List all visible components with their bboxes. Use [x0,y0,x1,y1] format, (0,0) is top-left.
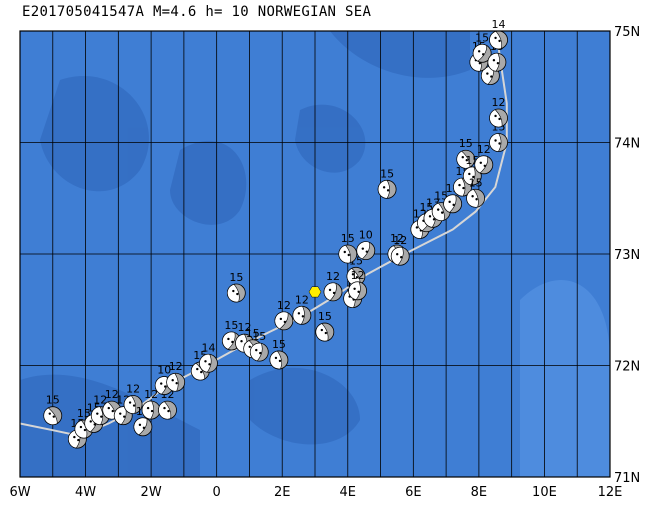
focal-mechanisms: 1515151512121212151212101215141515121515… [43,18,508,449]
mechanism-depth-label: 12 [477,143,491,156]
mechanism-depth-label: 15 [272,338,286,351]
magnitude: M=4.6 [152,4,197,20]
focal-mechanism [292,305,312,325]
focal-mechanism [487,52,507,72]
mechanism-depth-label: 15 [380,167,394,180]
focal-mechanism [474,155,494,175]
lat-tick-label: 75N [614,25,640,40]
mechanism-depth-label: 12 [126,383,140,396]
focal-mechanism [249,342,269,362]
lon-tick-label: 2W [141,485,162,500]
focal-mechanism [348,281,368,301]
lon-tick-label: 0 [213,485,221,500]
lat-tick-label: 71N [614,471,640,486]
mechanism-depth-label: 12 [295,293,309,306]
mechanism-depth-label: 12 [277,299,291,312]
mechanism-depth-label: 14 [201,341,215,354]
mechanism-depth-label: 10 [359,229,373,242]
lon-tick-label: 12E [598,485,623,500]
focal-mechanism [472,43,492,63]
mechanism-depth-label: 12 [144,388,158,401]
focal-mechanism [315,322,335,342]
region-name: NORWEGIAN SEA [257,4,372,20]
lat-tick-label: 72N [614,360,640,375]
focal-mechanism [390,246,410,266]
mechanism-depth-label: 15 [252,330,266,343]
focal-mechanism [226,283,246,303]
focal-mechanism [166,372,186,392]
focal-mechanism [466,188,486,208]
focal-mechanism [338,244,358,264]
mechanism-depth-label: 15 [459,137,473,150]
mechanism-depth-label: 15 [475,31,489,44]
lat-tick-label: 74N [614,137,640,152]
mechanism-depth-label: 12 [351,269,365,282]
focal-mechanism [133,417,153,437]
mechanism-depth-label: 15 [246,327,260,340]
lon-tick-label: 4W [75,485,96,500]
focal-mechanism [67,429,87,449]
lon-tick-label: 10E [532,485,557,500]
mechanism-depth-label: 12 [105,388,119,401]
longitude-tick-labels: 6W 4W 2W 0 2E 4E 6E 8E 10E 12E [9,485,622,500]
lon-tick-label: 8E [471,485,488,500]
map-title: E201705041547A M=4.6 h= 10 NORWEGIAN SEA [22,4,371,20]
mechanism-depth-label: 15 [341,232,355,245]
bathymetry-shading [20,31,610,477]
mechanism-depth-label: 14 [492,18,506,31]
latitude-tick-labels: 71N 72N 73N 74N 75N [614,25,640,486]
lon-tick-label: 2E [274,485,291,500]
mechanism-depth-label: 15 [46,394,60,407]
lon-tick-label: 6W [9,485,30,500]
focal-mechanism [443,194,463,214]
focal-mechanism [123,395,143,414]
lon-tick-label: 4E [340,485,357,500]
event-marker-hexagon [308,286,322,298]
mechanism-depth-label: 12 [169,360,183,373]
focal-mechanism [274,311,294,331]
map-frame [19,30,611,478]
event-id: E201705041547A [22,4,145,20]
focal-mechanism [462,166,482,186]
mechanism-depth-label: 15 [229,271,243,284]
depth: h= 10 [205,4,249,20]
mechanism-depth-label: 15 [318,310,332,323]
mechanism-depth-label: 12 [238,321,252,334]
focal-mechanism [323,282,343,302]
focal-mechanism [489,133,508,152]
focal-mechanism [158,400,177,420]
mechanism-depth-label: 12 [326,270,340,283]
focal-mechanism [346,266,366,286]
mechanism-depth-label: 10 [157,364,171,377]
mechanism-depth-label: 12 [390,232,404,245]
mechanism-depth-label: 15 [469,176,483,189]
mechanism-depth-label: 12 [93,394,107,407]
focal-mechanism [141,400,161,420]
focal-mechanism [43,406,63,426]
focal-mechanism [377,179,397,199]
mechanism-depth-label: 15 [224,319,238,332]
focal-mechanism [489,30,508,50]
focal-mechanism [269,350,289,370]
focal-mechanism [199,353,218,373]
focal-mechanism [356,241,376,261]
mechanism-depth-label: 12 [492,96,506,109]
lat-tick-label: 73N [614,248,640,263]
mechanism-depth-label: 12 [393,234,407,247]
focal-mechanism [489,108,508,128]
lon-tick-label: 6E [405,485,422,500]
